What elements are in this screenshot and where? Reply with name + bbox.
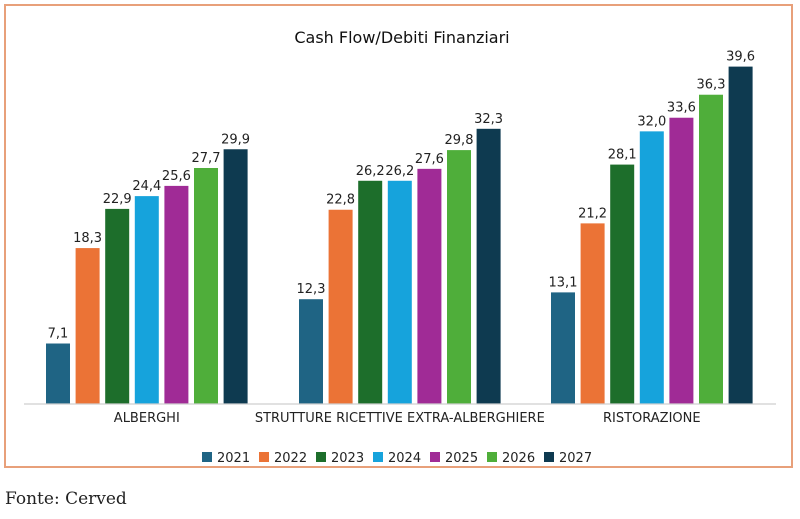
legend-label-2022: 2022 — [274, 451, 307, 466]
data-label: 22,8 — [326, 193, 355, 208]
legend-swatch-2021 — [202, 452, 212, 462]
data-label: 27,7 — [192, 151, 221, 166]
bar-2025-1 — [164, 185, 189, 404]
bar-2024-2 — [387, 180, 412, 404]
data-label: 29,8 — [445, 133, 474, 148]
bar-2024-3 — [639, 131, 664, 405]
bar-2026-3 — [699, 94, 723, 404]
legend-label-2025: 2025 — [445, 451, 478, 466]
bar-2027-2 — [476, 128, 501, 404]
data-label: 39,6 — [726, 50, 755, 65]
chart-title: Cash Flow/Debiti Finanziari — [294, 28, 509, 47]
legend-swatch-2023 — [316, 452, 326, 462]
bar-2022-1 — [75, 248, 100, 404]
legend-swatch-2027 — [544, 452, 554, 462]
data-label: 36,3 — [697, 78, 726, 93]
bar-2024-1 — [134, 196, 159, 404]
category-labels: ALBERGHI STRUTTURE RICETTIVE EXTRA-ALBERG… — [114, 411, 701, 426]
bar-2025-2 — [417, 168, 442, 404]
legend-label-2024: 2024 — [388, 451, 421, 466]
bar-2023-1 — [105, 208, 130, 404]
bar-2025-3 — [669, 117, 694, 404]
source-note: Fonte: Cerved — [5, 489, 127, 509]
category-label: STRUTTURE RICETTIVE EXTRA-ALBERGHIERE — [255, 411, 545, 426]
bars: 7,118,322,924,425,627,729,912,322,826,2 2… — [46, 50, 755, 405]
data-label: 22,9 — [103, 192, 132, 207]
data-label: 7,1 — [48, 327, 69, 342]
legend-label-2027: 2027 — [559, 451, 592, 466]
data-label: 27,6 — [415, 152, 444, 167]
bar-2023-2 — [358, 180, 383, 404]
legend-swatch-2026 — [487, 452, 497, 462]
data-label: 25,6 — [162, 169, 191, 184]
bar-2026-1 — [194, 167, 218, 404]
data-label: 33,6 — [667, 101, 696, 116]
chart: Cash Flow/Debiti Finanziari 7,118,322,92… — [24, 28, 776, 466]
legend-label-2026: 2026 — [502, 451, 535, 466]
data-label: 18,3 — [73, 231, 102, 246]
data-label: 32,3 — [474, 112, 503, 127]
legend-label-2021: 2021 — [217, 451, 250, 466]
legend-swatch-2022 — [259, 452, 269, 462]
legend-label-2023: 2023 — [331, 451, 364, 466]
bar-2022-2 — [328, 209, 353, 404]
data-label: 24,4 — [132, 179, 161, 194]
bar-2027-3 — [728, 66, 753, 404]
data-label: 29,9 — [221, 132, 250, 147]
bar-2023-3 — [610, 164, 635, 404]
legend-swatch-2025 — [430, 452, 440, 462]
bar-2021-2 — [299, 299, 323, 404]
data-label: 12,3 — [297, 282, 326, 297]
category-label: RISTORAZIONE — [603, 411, 701, 426]
bar-2022-3 — [580, 223, 605, 404]
bar-2021-1 — [46, 343, 70, 404]
data-label: 13,1 — [549, 275, 578, 290]
data-label: 26,2 — [385, 164, 414, 179]
data-label: 26,2 — [356, 164, 385, 179]
chart-frame: Cash Flow/Debiti Finanziari 7,1 18,3 22,9 2… — [4, 4, 793, 468]
category-label: ALBERGHI — [114, 411, 180, 426]
bar-2027-1 — [223, 149, 248, 404]
bar-2021-3 — [551, 292, 575, 404]
data-label: 28,1 — [608, 148, 637, 163]
data-label: 32,0 — [637, 114, 666, 129]
legend-swatch-2024 — [373, 452, 383, 462]
data-label: 21,2 — [578, 206, 607, 221]
legend: 2021 2022 2023 2024 2025 2026 2027 — [202, 451, 592, 466]
bar-2026-2 — [447, 150, 471, 404]
